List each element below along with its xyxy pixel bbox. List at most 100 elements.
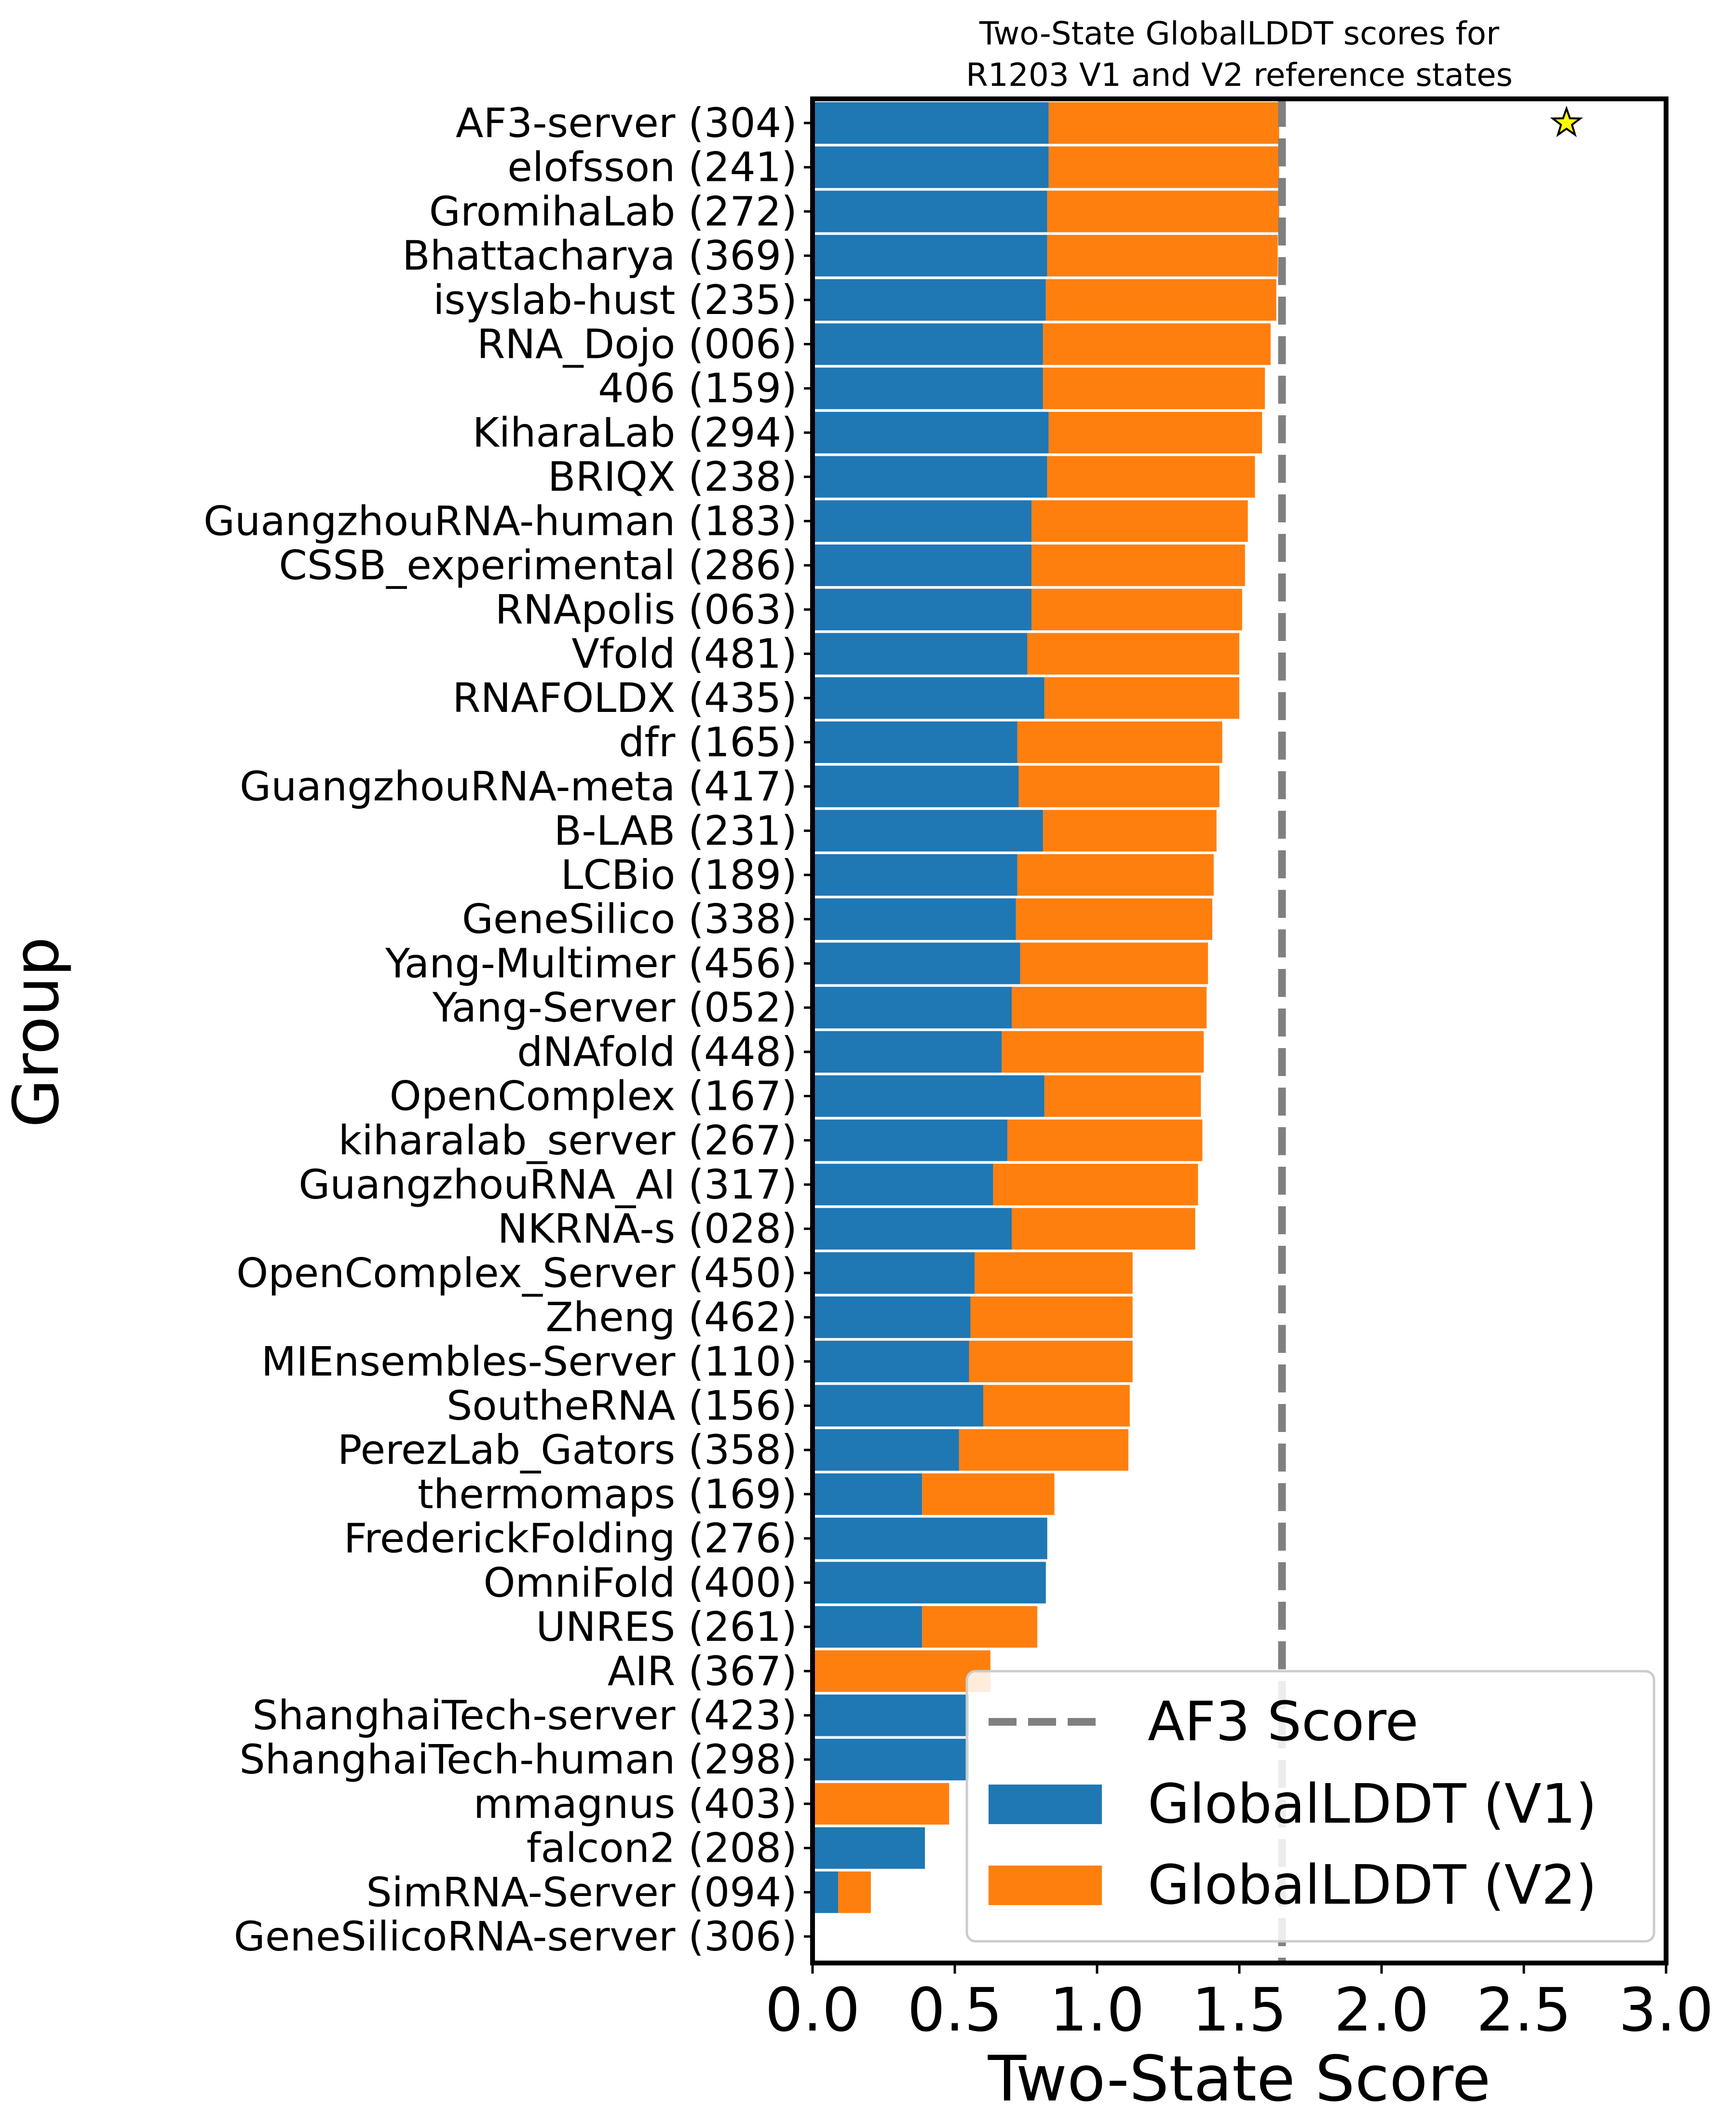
bar-v1 (813, 1473, 922, 1515)
y-tick-label: Vfold (481) (571, 630, 797, 677)
bar-v1 (813, 146, 1049, 188)
bar-v1 (813, 368, 1043, 409)
legend-swatch-v2 (989, 1866, 1102, 1905)
bar-v2 (1018, 765, 1220, 807)
y-tick-label: LCBio (189) (561, 851, 797, 899)
legend-label-af3: AF3 Score (1148, 1691, 1419, 1753)
bar-v1 (813, 1208, 1012, 1250)
bar-v2 (983, 1385, 1130, 1427)
bar-v1 (813, 588, 1032, 630)
bar-v1 (813, 1429, 959, 1471)
bar-v2 (1043, 368, 1265, 409)
bar-v2 (813, 1650, 990, 1692)
y-axis-label: Group (0, 937, 73, 1128)
bar-v2 (1020, 942, 1208, 984)
bar-v1 (813, 1606, 922, 1648)
bar-v2 (993, 1163, 1198, 1206)
bar-v1 (813, 810, 1043, 852)
y-tick-label: B-LAB (231) (554, 807, 797, 854)
y-tick-label: SimRNA-Server (094) (366, 1868, 797, 1916)
bar-v2 (959, 1429, 1128, 1471)
bar-v1 (813, 1163, 993, 1206)
bar-v2 (1031, 588, 1242, 630)
bar-v2 (922, 1473, 1055, 1515)
x-tick-label: 1.0 (1049, 1976, 1144, 2045)
bar-v2 (1043, 810, 1217, 852)
bar-v2 (1017, 854, 1214, 896)
y-tick-label: AF3-server (304) (456, 99, 797, 147)
chart-title-line-2: R1203 V1 and V2 reference states (966, 56, 1513, 94)
x-tick-label: 2.5 (1476, 1976, 1571, 2045)
y-tick-label: PerezLab_Gators (358) (338, 1426, 797, 1473)
y-tick-label: isyslab-hust (235) (433, 276, 797, 324)
bar-v2 (1031, 500, 1248, 542)
bar-v1 (813, 898, 1016, 940)
star-marker (1550, 105, 1583, 137)
bar-v1 (813, 411, 1049, 454)
x-axis-ticks: 0.0 0.5 1.0 1.5 2.0 2.5 3.0 (765, 1963, 1714, 2045)
bar-v2 (1043, 323, 1271, 365)
y-tick-label: GromihaLab (272) (429, 188, 797, 235)
bar-v2 (1012, 987, 1207, 1029)
y-tick-label: NKRNA-s (028) (498, 1205, 797, 1253)
y-tick-label: BRIQX (238) (548, 453, 797, 501)
y-tick-label: mmagnus (403) (474, 1780, 797, 1827)
x-axis-label: Two-State Score (988, 2042, 1491, 2115)
bar-v2 (970, 1296, 1133, 1338)
y-tick-label: KiharaLab (294) (473, 409, 797, 456)
bar-v1 (813, 1385, 983, 1427)
y-tick-label: GuangzhouRNA-meta (417) (240, 763, 797, 810)
bar-v1 (813, 1031, 1002, 1073)
bar-v2 (1017, 721, 1222, 764)
y-tick-label: RNApolis (063) (495, 586, 797, 633)
legend-frame (965, 1670, 1655, 1943)
bar-v2 (1044, 677, 1239, 719)
y-tick-label: dfr (165) (619, 719, 797, 766)
bar-v1 (813, 1562, 1046, 1604)
y-tick-label: falcon2 (208) (527, 1825, 797, 1872)
bar-v1 (813, 191, 1047, 232)
bar-v1 (813, 544, 1032, 586)
bar-v1 (813, 1296, 971, 1338)
bar-v2 (1047, 235, 1278, 277)
bar-v1 (813, 235, 1047, 277)
y-tick-label: dNAfold (448) (517, 1028, 797, 1076)
bar-v2 (975, 1252, 1133, 1294)
x-tick-label: 3.0 (1618, 1976, 1713, 2045)
bar-v2 (1027, 633, 1239, 675)
bar-v2 (813, 1783, 949, 1825)
bar-v2 (1002, 1031, 1204, 1073)
bar-v1 (813, 1871, 839, 1913)
bar-v2 (1047, 456, 1255, 498)
y-tick-label: OpenComplex_Server (450) (236, 1249, 797, 1296)
y-tick-label: GuangzhouRNA_AI (317) (298, 1161, 797, 1208)
y-tick-label: Yang-Server (052) (432, 984, 797, 1031)
x-tick-label: 2.0 (1334, 1976, 1429, 2045)
y-axis-ticks: AF3-server (304)elofsson (241)GromihaLab… (203, 99, 813, 1960)
y-tick-label: Bhattacharya (369) (402, 232, 797, 279)
bar-v1 (813, 1252, 975, 1294)
bar-v1 (813, 500, 1032, 542)
x-tick-label: 0.0 (765, 1976, 860, 2045)
y-tick-label: ShanghaiTech-human (298) (239, 1736, 797, 1783)
bar-v1 (813, 323, 1043, 365)
legend-label-v1: GlobalLDDT (V1) (1148, 1773, 1597, 1836)
y-tick-label: elofsson (241) (507, 144, 797, 191)
legend-label-v2: GlobalLDDT (V2) (1148, 1854, 1597, 1917)
bar-v2 (1007, 1119, 1203, 1161)
bar-v1 (813, 633, 1028, 675)
bar-v1 (813, 765, 1019, 807)
y-tick-label: UNRES (261) (536, 1603, 797, 1650)
y-tick-label: RNA_Dojo (006) (477, 321, 797, 368)
y-tick-label: thermomaps (169) (418, 1471, 797, 1518)
bar-v2 (1048, 411, 1262, 454)
legend-swatch-v1 (989, 1785, 1102, 1824)
bar-v1 (813, 677, 1044, 719)
bar-v2 (1044, 1075, 1201, 1117)
y-tick-label: OpenComplex (167) (390, 1073, 797, 1120)
y-tick-label: RNAFOLDX (435) (452, 674, 797, 722)
bar-v1 (813, 1119, 1008, 1161)
bar-v1 (813, 1340, 969, 1382)
y-tick-label: Zheng (462) (545, 1294, 797, 1341)
bar-v2 (1048, 102, 1279, 144)
